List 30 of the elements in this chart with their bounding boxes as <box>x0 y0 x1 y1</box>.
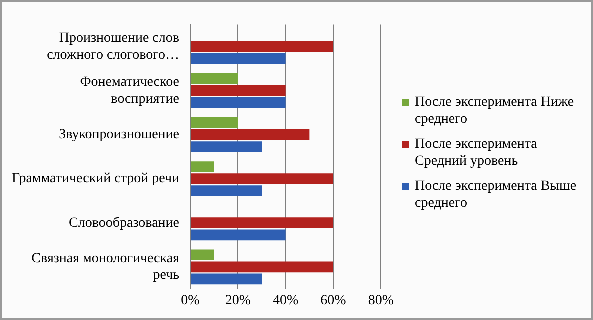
y-tick-label: Звукопроизношение <box>59 128 180 143</box>
bar <box>191 250 214 261</box>
legend-label: После эксперимента Ниже среднего <box>415 94 576 128</box>
bar <box>191 230 286 241</box>
bar <box>191 218 334 229</box>
y-tick-label: Произношение слов сложного слогового… <box>47 31 180 63</box>
bar <box>191 162 214 172</box>
bar <box>191 53 286 64</box>
y-tick-label: Грамматический строй речи <box>12 172 180 187</box>
y-tick-label: Связная монологическая речь <box>32 251 180 284</box>
bar <box>191 174 334 184</box>
bar <box>191 41 334 52</box>
bar <box>191 85 286 96</box>
bar <box>191 142 262 152</box>
bar <box>191 262 334 273</box>
x-tick-label: 0% <box>181 293 200 308</box>
x-tick-label: 20% <box>225 293 252 308</box>
bar <box>191 73 238 84</box>
x-tick-label: 40% <box>273 293 299 308</box>
y-tick-label: Словообразование <box>69 216 180 231</box>
x-tick-label: 80% <box>368 293 394 308</box>
y-tick-label: Фонематическое восприятие <box>80 75 180 107</box>
bar <box>191 186 262 196</box>
bar <box>191 98 286 108</box>
legend-label: После эксперимента Выше среднего <box>415 178 578 212</box>
bar <box>191 118 238 128</box>
x-tick-label: 60% <box>320 293 347 308</box>
bar <box>191 274 262 285</box>
legend-label: После эксперимента Средний уровень <box>415 136 538 170</box>
bar <box>191 130 310 140</box>
